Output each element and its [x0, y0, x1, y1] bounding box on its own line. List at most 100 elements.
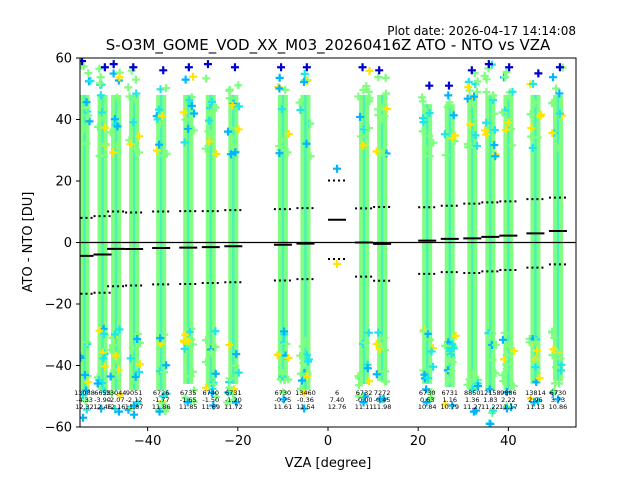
bin-std-label: 11.27: [463, 403, 482, 411]
scatter-point: [427, 347, 436, 356]
scatter-point: [156, 334, 165, 343]
scatter-point: [554, 395, 563, 404]
scatter-point: [189, 126, 198, 135]
scatter-point: [445, 354, 454, 363]
scatter-point: [502, 351, 511, 360]
scatter-point: [302, 139, 311, 148]
scatter-point: [282, 339, 291, 348]
scatter-point: [275, 149, 284, 158]
scatter-point: [445, 98, 454, 107]
scatter-point: [296, 105, 305, 114]
scatter-point: [155, 140, 164, 149]
scatter-point: [468, 99, 477, 108]
scatter-point: [537, 110, 546, 119]
scatter-point: [377, 341, 386, 350]
scatter-point: [132, 89, 141, 98]
bin-count-label: 12158: [480, 389, 501, 397]
scatter-point: [361, 339, 370, 348]
scatter-point: [376, 395, 385, 404]
scatter-point: [425, 335, 434, 344]
scatter-point: [364, 124, 373, 133]
scatter-point: [113, 122, 122, 131]
scatter-point: [188, 340, 197, 349]
scatter-point: [223, 398, 232, 407]
scatter-point: [129, 118, 138, 127]
scatter-point: [225, 94, 234, 103]
scatter-point: [209, 380, 218, 389]
scatter-point: [106, 372, 115, 381]
scatter-point: [179, 108, 188, 117]
scatter-point: [359, 398, 368, 407]
scatter-point: [84, 378, 93, 387]
scatter-point: [108, 341, 117, 350]
scatter-point: [190, 109, 199, 118]
bin-std-label: 12.32: [75, 403, 94, 411]
scatter-point: [225, 374, 234, 383]
scatter-point: [466, 120, 475, 129]
scatter-point: [224, 127, 233, 136]
scatter-point: [86, 76, 95, 85]
bin-std-label: 11.17: [499, 403, 518, 411]
scatter-point: [300, 69, 309, 78]
scatter-point: [95, 79, 104, 88]
scatter-point: [379, 150, 388, 159]
scatter-point: [275, 73, 284, 82]
scatter-point: [234, 368, 243, 377]
scatter-point: [284, 130, 293, 139]
scatter-point: [112, 93, 121, 102]
scatter-point: [359, 85, 368, 94]
scatter-point: [298, 342, 307, 351]
scatter-point: [491, 340, 500, 349]
scatter-point: [203, 60, 212, 69]
scatter-point: [464, 83, 473, 92]
scatter-point: [279, 388, 288, 397]
bin-mean-label: 1.36: [465, 396, 479, 404]
bin-count-label: 6726: [153, 389, 170, 397]
scatter-point: [230, 63, 239, 72]
bin-mean-label: 1.16: [443, 396, 457, 404]
scatter-point: [303, 372, 312, 381]
bin-count-label: 6730: [275, 389, 292, 397]
scatter-point: [423, 329, 432, 338]
scatter-point: [155, 407, 164, 416]
scatter-point: [183, 398, 192, 407]
scatter-point: [226, 150, 235, 159]
y-tick-label: −60: [45, 421, 72, 436]
bin-mean-label: 1.83: [483, 396, 497, 404]
scatter-point: [93, 122, 102, 131]
scatter-point: [160, 368, 169, 377]
scatter-point: [448, 134, 457, 143]
scatter-point: [547, 327, 556, 336]
scatter-point: [528, 143, 537, 152]
scatter-point: [212, 149, 221, 158]
scatter-point: [109, 148, 118, 157]
scatter-point: [444, 81, 453, 90]
scatter-point: [531, 337, 540, 346]
scatter-point: [130, 94, 139, 103]
scatter-bin-11: [354, 63, 374, 407]
bin-count-label: 6: [335, 389, 339, 397]
bin-mean-label: -0.00: [356, 396, 373, 404]
bin-std-label: 11.11: [355, 403, 374, 411]
scatter-point: [358, 63, 367, 72]
scatter-point: [135, 132, 144, 141]
scatter-point: [381, 73, 390, 82]
scatter-point: [82, 405, 91, 414]
bin-std-label: 12.16: [107, 403, 126, 411]
scatter-point: [126, 354, 135, 363]
scatter-point: [116, 391, 125, 400]
scatter-point: [489, 91, 498, 100]
scatter-point: [206, 108, 215, 117]
scatter-point: [205, 116, 214, 125]
scatter-point: [425, 152, 434, 161]
scatter-point: [211, 342, 220, 351]
bin-count-label: 6731: [441, 389, 458, 397]
scatter-point: [187, 101, 196, 110]
scatter-point: [502, 404, 511, 413]
scatter-point: [372, 370, 381, 379]
stats-layer: [80, 179, 576, 295]
scatter-band-core: [209, 94, 212, 388]
scatter-point: [300, 404, 309, 413]
scatter-point: [471, 131, 480, 140]
scatter-point: [383, 104, 392, 113]
